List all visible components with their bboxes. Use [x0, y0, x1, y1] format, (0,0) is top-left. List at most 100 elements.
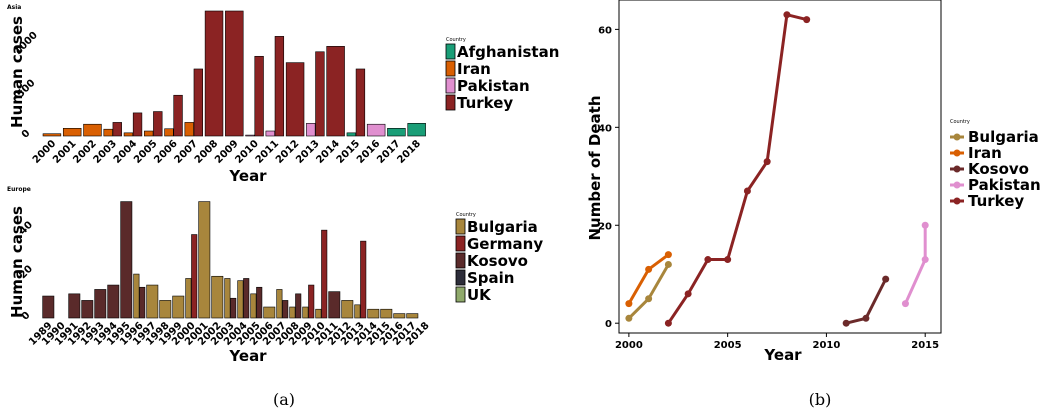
- europe-bar-2004-kosovo: [243, 278, 250, 319]
- europe-bar-2014-bulgaria: [367, 308, 380, 319]
- death-legend-key-pakistan: [953, 181, 961, 189]
- death-point-pakistan: [921, 221, 929, 229]
- europe-bar-2013-germany: [360, 240, 367, 319]
- death-point-iran: [664, 251, 672, 259]
- europe-bar-2010-bulgaria: [315, 308, 322, 319]
- death-plot-frame: [618, 0, 942, 334]
- asia-y-axis-label: Human cases: [8, 16, 26, 128]
- europe-bar-2015-bulgaria: [380, 308, 393, 319]
- death-point-kosovo: [882, 275, 890, 283]
- asia-legend-label-turkey: Turkey: [457, 94, 513, 112]
- europe-bar-2017-bulgaria: [406, 313, 419, 319]
- europe-panel-title: Europe: [7, 186, 31, 193]
- death-point-bulgaria: [625, 314, 633, 322]
- europe-bar-2011-kosovo: [328, 291, 341, 319]
- europe-legend-key-kosovo: [455, 252, 466, 269]
- europe-y-axis-label: Human cases: [8, 206, 26, 318]
- europe-bar-2003-bulgaria: [224, 278, 231, 319]
- asia-bar-2001-iran: [62, 128, 82, 137]
- europe-bar-1996-bulgaria: [133, 273, 140, 319]
- asia-legend-key-iran: [445, 60, 456, 77]
- death-y-axis-label: Number of Death: [586, 95, 604, 240]
- death-line-pakistan: [904, 225, 927, 305]
- asia-legend-label-pakistan: Pakistan: [457, 77, 530, 95]
- europe-bar-1994-kosovo: [107, 284, 120, 319]
- death-point-turkey: [763, 158, 771, 166]
- death-y-tick: 60: [598, 25, 612, 36]
- death-chart: 2000 2005 2010 2015 0 20 40 60 BulgariaIranKosov…: [598, 11, 1041, 351]
- asia-bar-2002-iran: [83, 123, 102, 137]
- asia-bar-2006-turkey: [173, 94, 183, 137]
- death-point-kosovo: [842, 319, 850, 327]
- europe-bar-1992-kosovo: [81, 300, 94, 319]
- death-point-iran: [645, 265, 653, 273]
- asia-panel-title: Asia: [7, 4, 21, 11]
- asia-bar-2007-turkey: [193, 68, 203, 137]
- death-x-tick: 2015: [911, 340, 939, 351]
- europe-bar-1989-kosovo: [42, 295, 55, 319]
- europe-bar-2009-bulgaria: [302, 306, 309, 319]
- europe-legend-label-uk: UK: [467, 286, 492, 304]
- death-point-pakistan: [901, 300, 909, 308]
- europe-bar-1999-bulgaria: [172, 295, 185, 319]
- asia-bar-2003-turkey: [112, 122, 122, 137]
- asia-x-tick: 2018: [396, 138, 423, 165]
- europe-bar-2016-bulgaria: [393, 313, 406, 319]
- death-legend-title: Country: [950, 119, 970, 125]
- europe-legend-key-spain: [455, 269, 466, 286]
- europe-bar-1991-kosovo: [68, 293, 81, 319]
- asia-bar-2006-iran: [164, 128, 174, 137]
- europe-bar-1993-kosovo: [94, 289, 107, 319]
- europe-bar-2006-bulgaria: [263, 306, 276, 319]
- asia-bar-2010-pakistan: [245, 134, 255, 137]
- europe-bar-2004-bulgaria: [237, 280, 244, 319]
- europe-legend-key-germany: [455, 235, 466, 252]
- europe-bar-1998-bulgaria: [159, 300, 172, 319]
- europe-legend-key-bulgaria: [455, 218, 466, 235]
- death-point-bulgaria: [645, 295, 653, 303]
- asia-bar-2017-afghanistan: [387, 128, 406, 137]
- asia-bar-2004-iran: [123, 132, 134, 137]
- death-y-tick: 20: [598, 221, 612, 232]
- death-legend-key-bulgaria: [953, 133, 961, 141]
- death-legend-label-turkey: Turkey: [968, 192, 1024, 210]
- europe-bar-2007-kosovo: [282, 300, 289, 319]
- europe-bar-2000-bulgaria: [185, 278, 192, 319]
- europe-bar-2012-bulgaria: [341, 300, 354, 319]
- europe-bar-1995-kosovo: [120, 201, 133, 319]
- europe-bar-2000-germany: [191, 234, 198, 319]
- death-point-bulgaria: [664, 260, 672, 268]
- death-legend-label-bulgaria: Bulgaria: [968, 128, 1039, 146]
- caption-b: (b): [809, 390, 832, 409]
- europe-bar-2001-bulgaria: [198, 201, 211, 319]
- europe-bar-2002-bulgaria: [211, 275, 224, 319]
- death-point-turkey: [783, 11, 791, 19]
- death-y-tick: 0: [605, 319, 612, 330]
- death-point-kosovo: [862, 314, 870, 322]
- death-point-turkey: [684, 290, 692, 298]
- death-y-tick: 40: [598, 123, 612, 134]
- asia-bar-2014-turkey: [326, 46, 345, 137]
- europe-bar-2003-kosovo: [230, 297, 237, 319]
- asia-bar-2005-turkey: [153, 111, 163, 137]
- death-point-turkey: [664, 319, 672, 327]
- asia-bar-2007-iran: [184, 122, 194, 137]
- asia-bar-2011-pakistan: [265, 130, 275, 137]
- asia-legend-key-pakistan: [445, 77, 456, 94]
- asia-bar-2012-turkey: [285, 62, 305, 137]
- europe-bar-1997-bulgaria: [146, 284, 159, 319]
- death-point-turkey: [724, 256, 732, 264]
- europe-bar-2005-bulgaria: [250, 293, 257, 319]
- death-point-turkey: [803, 16, 811, 24]
- europe-bar-1996-kosovo: [139, 286, 146, 319]
- death-x-tick: 2005: [714, 340, 742, 351]
- asia-bar-2015-afghanistan: [346, 132, 356, 137]
- death-point-iran: [625, 300, 633, 308]
- asia-y-tick: 0: [20, 128, 33, 141]
- asia-bar-2016-pakistan: [366, 123, 386, 137]
- asia-bar-2003-iran: [103, 128, 113, 137]
- asia-bar-2004-turkey: [132, 112, 143, 137]
- death-legend-key-turkey: [953, 197, 961, 205]
- asia-bar-2009-turkey: [225, 10, 244, 137]
